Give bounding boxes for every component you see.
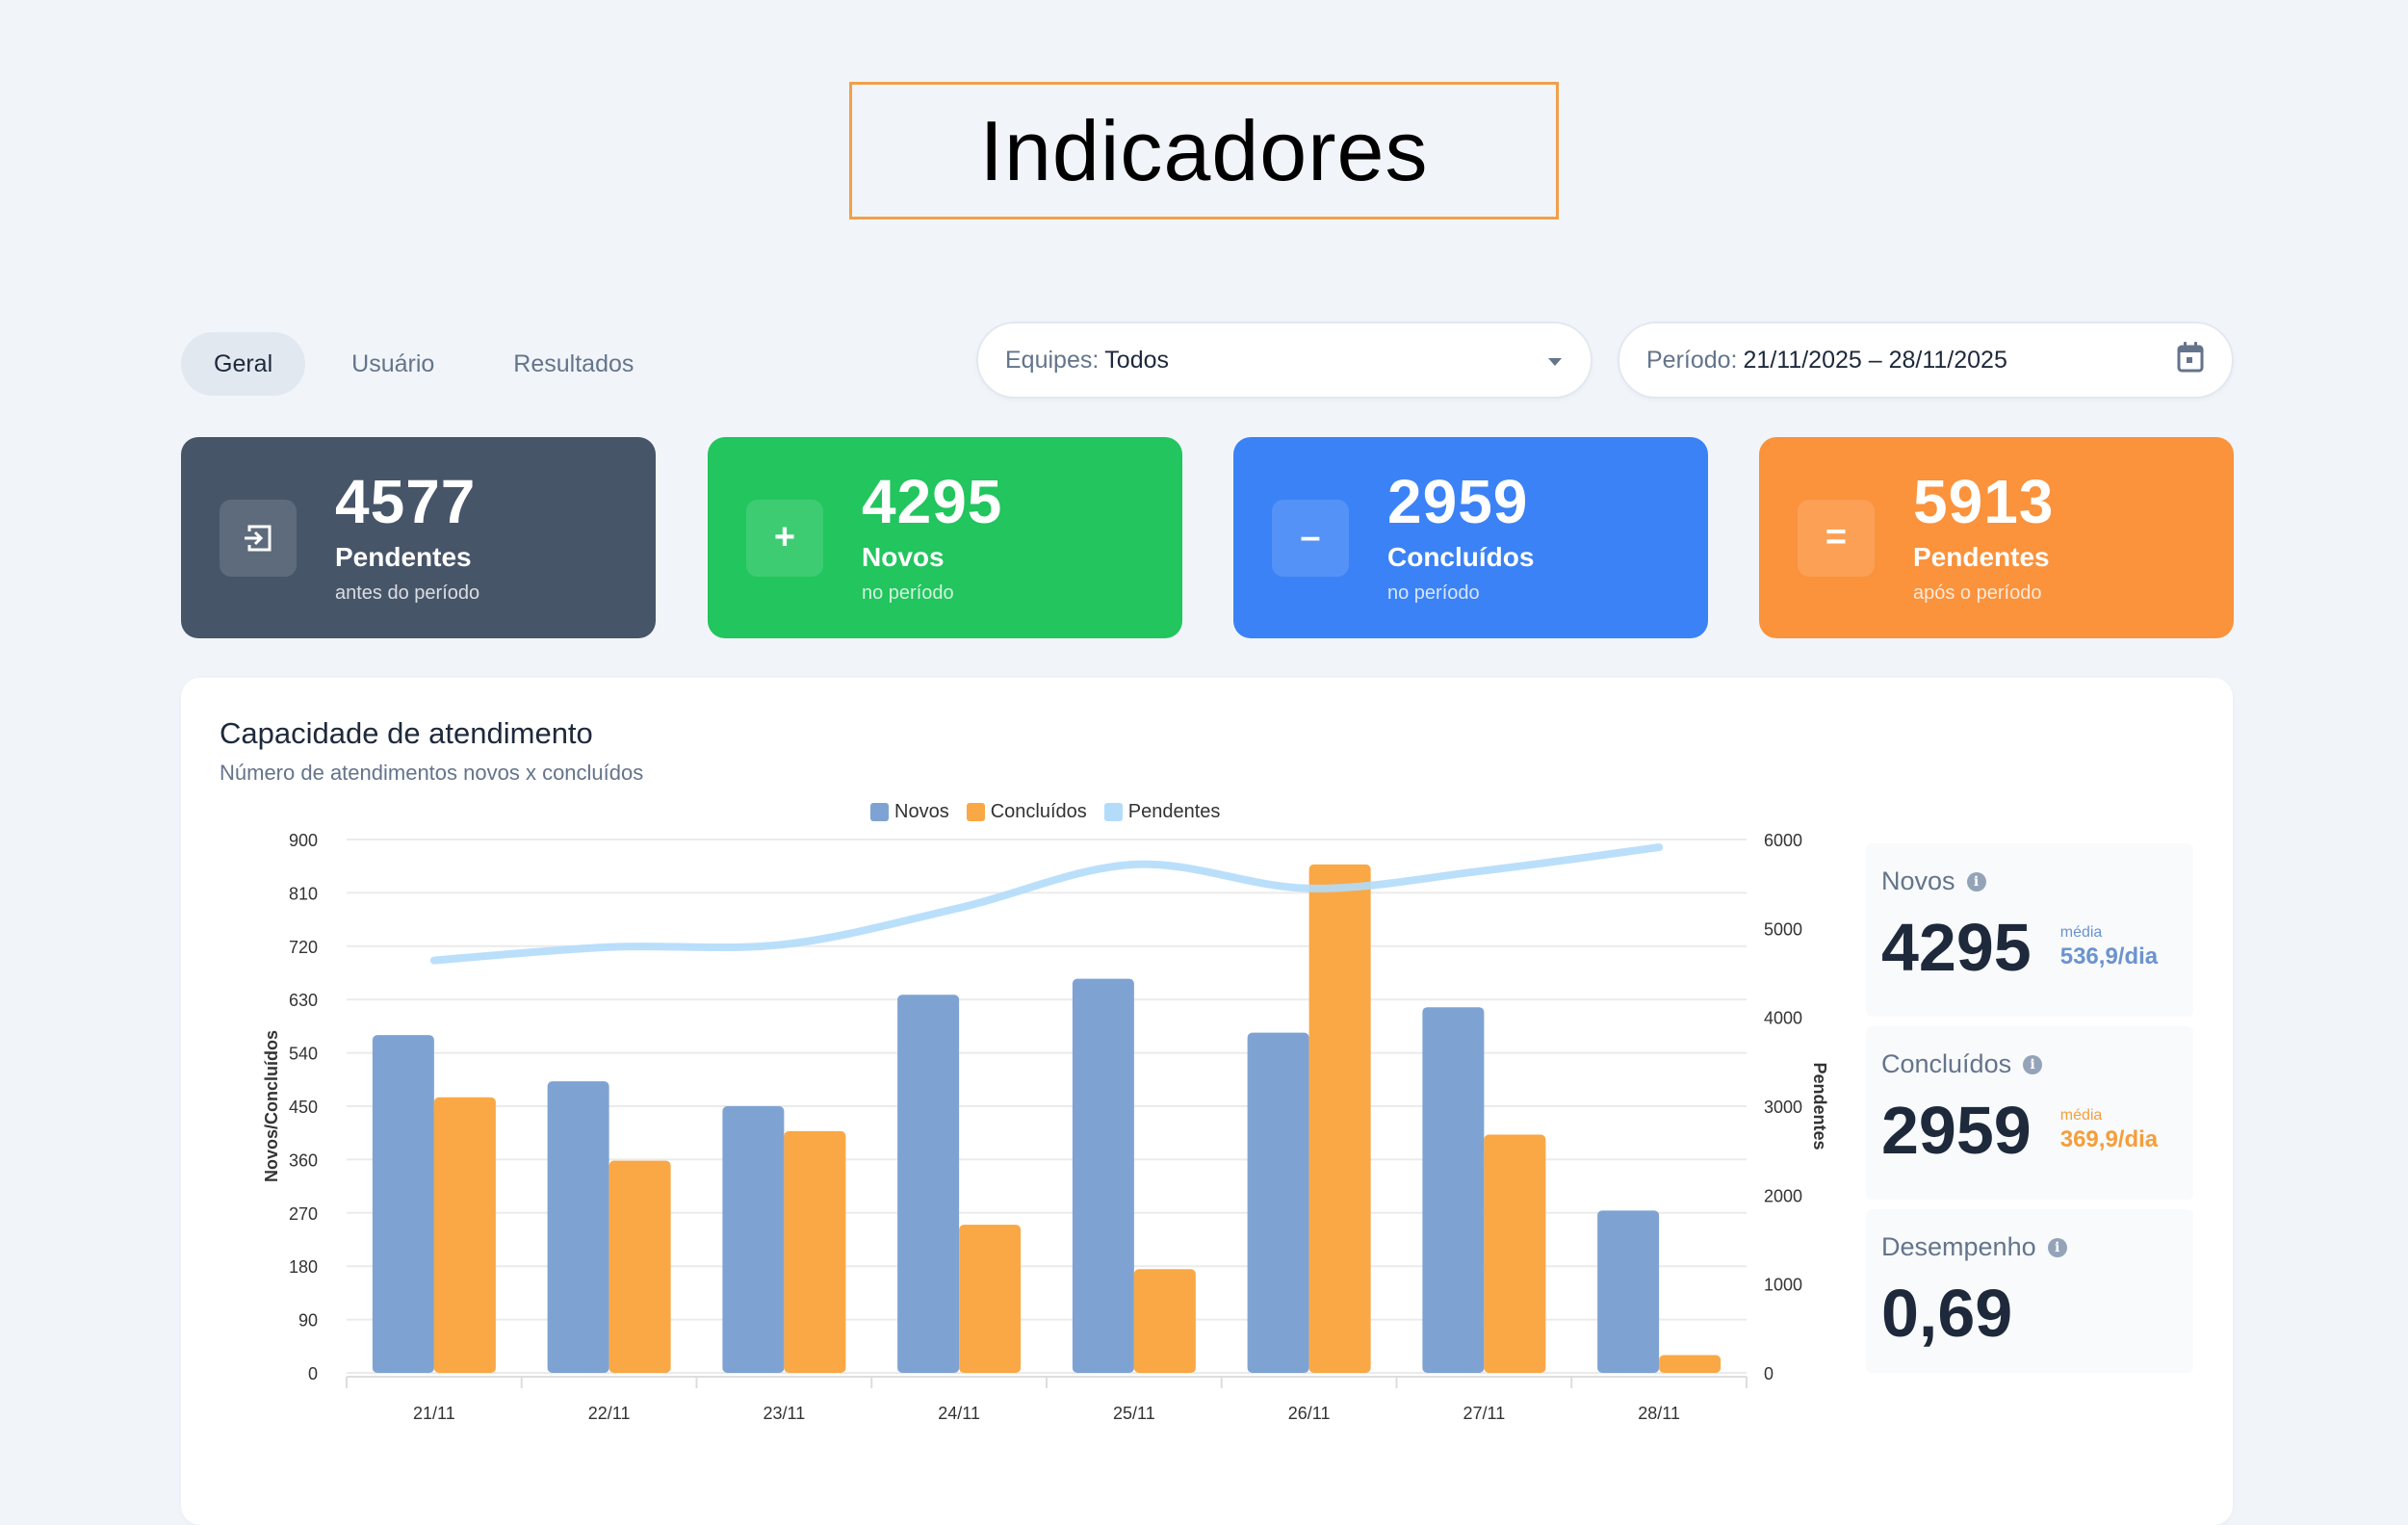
equals-icon: = xyxy=(1798,499,1875,577)
tab-resultados[interactable]: Resultados xyxy=(513,349,634,377)
stat-desempenho: Desempenho i 0,69 xyxy=(1866,1209,2193,1373)
svg-text:25/11: 25/11 xyxy=(1113,1404,1155,1423)
tab-geral[interactable]: Geral xyxy=(181,332,306,396)
stat-label: Concluídos xyxy=(1881,1049,2012,1078)
svg-text:450: 450 xyxy=(289,1098,318,1117)
info-icon[interactable]: i xyxy=(2047,1237,2067,1257)
kpi-sub: após o período xyxy=(1913,582,2042,604)
capacity-chart-card: Capacidade de atendimento Número de aten… xyxy=(181,678,2233,1525)
teams-select-value: Todos xyxy=(1104,346,1170,374)
kpi-pendentes-antes: 4577 Pendentes antes do período xyxy=(181,437,656,638)
stat-avg-label: média xyxy=(2059,1107,2103,1124)
svg-text:24/11: 24/11 xyxy=(938,1404,980,1423)
svg-text:360: 360 xyxy=(289,1150,318,1170)
svg-text:810: 810 xyxy=(289,884,318,903)
period-picker[interactable]: Período: 21/11/2025 – 28/11/2025 xyxy=(1618,322,2234,399)
svg-text:Novos/Concluídos: Novos/Concluídos xyxy=(262,1030,281,1182)
plus-icon: + xyxy=(746,499,823,577)
svg-text:1000: 1000 xyxy=(1764,1276,1802,1295)
info-icon[interactable]: i xyxy=(2023,1054,2043,1074)
kpi-value: 4577 xyxy=(335,467,477,536)
svg-text:90: 90 xyxy=(298,1311,318,1331)
stat-label: Desempenho xyxy=(1881,1232,2036,1261)
svg-text:0: 0 xyxy=(308,1364,318,1383)
legend-item-concluidos[interactable]: Concluídos xyxy=(966,801,1087,823)
stat-avg-label: média xyxy=(2059,924,2103,941)
svg-text:26/11: 26/11 xyxy=(1288,1404,1331,1423)
svg-text:3000: 3000 xyxy=(1764,1098,1802,1117)
stat-avg-value: 369,9/dia xyxy=(2059,1126,2159,1152)
svg-text:5000: 5000 xyxy=(1764,919,1802,939)
legend-swatch xyxy=(870,803,889,821)
kpi-pendentes-apos: = 5913 Pendentes após o período xyxy=(1759,437,2234,638)
svg-text:720: 720 xyxy=(289,938,318,957)
svg-text:540: 540 xyxy=(289,1045,318,1064)
svg-text:0: 0 xyxy=(1764,1364,1774,1383)
svg-text:27/11: 27/11 xyxy=(1463,1404,1506,1423)
kpi-label: Pendentes xyxy=(335,542,472,572)
svg-text:630: 630 xyxy=(289,991,318,1010)
enter-icon xyxy=(220,499,297,577)
kpi-label: Concluídos xyxy=(1387,542,1535,572)
svg-text:270: 270 xyxy=(289,1204,318,1224)
svg-text:4000: 4000 xyxy=(1764,1009,1802,1028)
kpi-label: Novos xyxy=(862,542,945,572)
page-title: Indicadores xyxy=(849,82,1559,220)
svg-text:23/11: 23/11 xyxy=(764,1404,806,1423)
svg-text:Pendentes: Pendentes xyxy=(1810,1062,1829,1150)
stat-novos: Novos i 4295 média 536,9/dia xyxy=(1866,843,2193,1017)
legend-swatch xyxy=(966,803,985,821)
stat-avg-value: 536,9/dia xyxy=(2059,943,2159,969)
period-picker-label: Período: xyxy=(1646,346,1738,374)
stat-label: Novos xyxy=(1881,866,1955,895)
svg-text:22/11: 22/11 xyxy=(588,1404,631,1423)
legend-label: Concluídos xyxy=(990,801,1087,822)
kpi-value: 5913 xyxy=(1913,467,2055,536)
minus-icon: – xyxy=(1272,499,1349,577)
legend-item-novos[interactable]: Novos xyxy=(870,801,949,823)
chart-legend: Novos Concluídos Pendentes xyxy=(870,801,1220,823)
chart-title: Capacidade de atendimento xyxy=(220,716,593,750)
capacity-chart: 9008107206305404503602701809006000500040… xyxy=(262,831,1829,1423)
chart-subtitle: Número de atendimentos novos x concluído… xyxy=(220,761,644,785)
period-picker-value: 21/11/2025 – 28/11/2025 xyxy=(1743,346,2007,374)
kpi-concluidos: – 2959 Concluídos no período xyxy=(1233,437,1708,638)
svg-text:2000: 2000 xyxy=(1764,1186,1802,1205)
stat-value: 0,69 xyxy=(1881,1276,2013,1351)
tab-bar: Geral Usuário Resultados xyxy=(181,332,666,396)
stat-value: 4295 xyxy=(1881,910,2032,985)
kpi-sub: antes do período xyxy=(335,582,480,604)
svg-text:180: 180 xyxy=(289,1257,318,1277)
kpi-novos: + 4295 Novos no período xyxy=(708,437,1182,638)
chevron-down-icon xyxy=(1546,347,1564,375)
kpi-value: 2959 xyxy=(1387,467,1529,536)
legend-label: Pendentes xyxy=(1127,801,1221,822)
svg-text:6000: 6000 xyxy=(1764,831,1802,850)
teams-select[interactable]: Equipes: Todos xyxy=(976,322,1592,399)
kpi-label: Pendentes xyxy=(1913,542,2050,572)
calendar-icon[interactable] xyxy=(2176,341,2205,380)
legend-label: Novos xyxy=(894,801,949,822)
teams-select-label: Equipes: xyxy=(1005,346,1100,374)
kpi-sub: no período xyxy=(1387,582,1480,604)
stat-value: 2959 xyxy=(1881,1093,2032,1168)
legend-item-pendentes[interactable]: Pendentes xyxy=(1103,801,1221,823)
stat-concluidos: Concluídos i 2959 média 369,9/dia xyxy=(1866,1026,2193,1200)
svg-text:28/11: 28/11 xyxy=(1638,1404,1680,1423)
svg-text:900: 900 xyxy=(289,831,318,850)
tab-usuario[interactable]: Usuário xyxy=(351,349,435,377)
svg-text:21/11: 21/11 xyxy=(413,1404,455,1423)
legend-swatch xyxy=(1103,803,1123,821)
kpi-sub: no período xyxy=(862,582,954,604)
kpi-value: 4295 xyxy=(862,467,1003,536)
info-icon[interactable]: i xyxy=(1966,871,1986,892)
